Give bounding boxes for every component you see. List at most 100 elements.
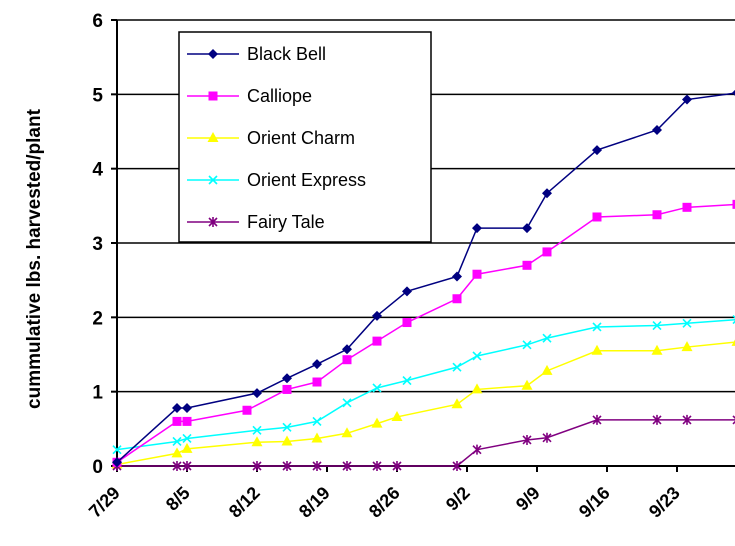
data-point-calliope	[172, 416, 182, 426]
data-point-orient-express	[282, 422, 292, 432]
data-point-orient-express	[452, 362, 462, 372]
legend-swatch-marker	[208, 49, 218, 59]
data-point-calliope	[592, 212, 602, 222]
data-point-orient-charm	[251, 436, 263, 447]
legend-label: Orient Charm	[247, 128, 355, 148]
data-point-black-bell	[252, 388, 262, 399]
data-point-orient-charm	[311, 432, 323, 443]
data-point-fairy-tale	[342, 461, 352, 471]
x-tick-label: 9/9	[512, 483, 544, 515]
data-point-fairy-tale	[252, 461, 262, 471]
data-point-orient-express	[652, 320, 662, 331]
data-point-orient-charm	[371, 417, 383, 428]
x-tick-labels: 7/29 8/5 8/12 8/19 8/26 9/2 9/9 9/16 9/23	[85, 466, 684, 522]
legend-swatch-marker	[208, 217, 218, 227]
data-point-orient-charm	[521, 379, 533, 390]
x-tick-label: 9/16	[575, 483, 614, 522]
data-point-calliope	[182, 416, 192, 426]
series-orient-express	[112, 314, 735, 455]
x-tick-label: 7/29	[85, 483, 124, 522]
legend-label: Black Bell	[247, 44, 326, 64]
data-point-black-bell	[542, 188, 552, 199]
y-tick-label: 0	[92, 457, 103, 478]
data-point-black-bell	[112, 457, 122, 468]
data-point-orient-express	[252, 425, 262, 435]
legend-item-orient-charm: Orient Charm	[187, 128, 355, 148]
data-point-orient-express	[682, 318, 692, 328]
y-tick-label: 4	[92, 160, 103, 181]
x-tick-label: 8/12	[225, 483, 264, 522]
y-axis-label: cummulative lbs. harvested/plant	[24, 108, 45, 409]
data-point-calliope	[732, 199, 735, 209]
data-point-black-bell	[652, 125, 662, 136]
legend-item-orient-express: Orient Express	[187, 170, 366, 190]
data-point-calliope	[372, 336, 382, 346]
data-point-black-bell	[402, 286, 412, 297]
data-point-orient-express	[172, 436, 182, 447]
data-point-calliope	[682, 202, 692, 212]
data-point-fairy-tale	[652, 414, 662, 425]
data-point-calliope	[652, 210, 662, 220]
data-point-orient-express	[732, 314, 735, 325]
data-point-orient-express	[312, 416, 322, 426]
series-line-fairy-tale	[117, 419, 735, 467]
y-tick-label: 2	[92, 308, 103, 329]
data-point-orient-charm	[341, 427, 353, 438]
data-point-fairy-tale	[312, 461, 322, 471]
data-point-orient-express	[522, 340, 532, 350]
data-point-calliope	[452, 294, 462, 304]
data-point-calliope	[242, 405, 252, 415]
data-point-black-bell	[732, 89, 735, 96]
data-point-orient-charm	[681, 341, 693, 352]
data-point-orient-charm	[391, 410, 403, 421]
data-point-orient-express	[372, 383, 382, 393]
y-tick-label: 1	[92, 383, 103, 404]
series-layer	[111, 89, 735, 471]
legend-item-black-bell: Black Bell	[187, 44, 326, 64]
data-point-fairy-tale	[172, 461, 182, 471]
legend-label: Fairy Tale	[247, 212, 325, 232]
data-point-fairy-tale	[392, 461, 402, 471]
data-point-fairy-tale	[732, 415, 735, 425]
legend-label: Orient Express	[247, 170, 366, 190]
data-point-fairy-tale	[542, 432, 552, 443]
legend-label: Calliope	[247, 86, 312, 106]
data-point-orient-charm	[281, 435, 293, 446]
data-point-orient-charm	[651, 344, 663, 355]
data-point-calliope	[522, 260, 532, 270]
data-point-black-bell	[372, 310, 382, 321]
legend-item-fairy-tale: Fairy Tale	[187, 212, 325, 232]
series-black-bell	[112, 89, 735, 468]
data-point-black-bell	[592, 145, 602, 156]
data-point-orient-express	[402, 375, 412, 386]
legend-item-calliope: Calliope	[187, 86, 312, 106]
legend-swatch-marker	[208, 175, 218, 185]
legend-swatch-marker	[207, 132, 219, 142]
legend-box	[178, 31, 432, 243]
x-tick-label: 9/2	[442, 483, 474, 515]
data-point-orient-express	[472, 351, 482, 361]
y-tick-label: 5	[92, 85, 103, 106]
x-tick-label: 8/19	[295, 483, 334, 522]
data-point-black-bell	[172, 403, 182, 414]
data-point-orient-express	[342, 398, 352, 408]
data-point-fairy-tale	[682, 414, 692, 425]
data-point-fairy-tale	[592, 414, 602, 425]
y-tick-labels: 0 1 2 3 4 5 6	[92, 11, 117, 478]
data-point-black-bell	[682, 94, 692, 105]
data-point-fairy-tale	[472, 444, 482, 455]
data-point-orient-charm	[591, 344, 603, 355]
data-point-fairy-tale	[452, 461, 462, 471]
data-point-orient-charm	[451, 398, 463, 409]
y-tick-label: 3	[92, 234, 103, 255]
series-line-orient-express	[116, 318, 735, 451]
data-point-orient-charm	[181, 442, 193, 453]
y-tick-label: 6	[92, 11, 103, 32]
x-tick-label: 8/26	[365, 483, 404, 522]
legend: Black Bell Calliope Orient Charm Orient Exp…	[178, 31, 432, 243]
data-point-calliope	[342, 355, 352, 365]
data-point-black-bell	[312, 359, 322, 370]
series-fairy-tale	[112, 414, 735, 471]
data-point-fairy-tale	[182, 461, 192, 471]
